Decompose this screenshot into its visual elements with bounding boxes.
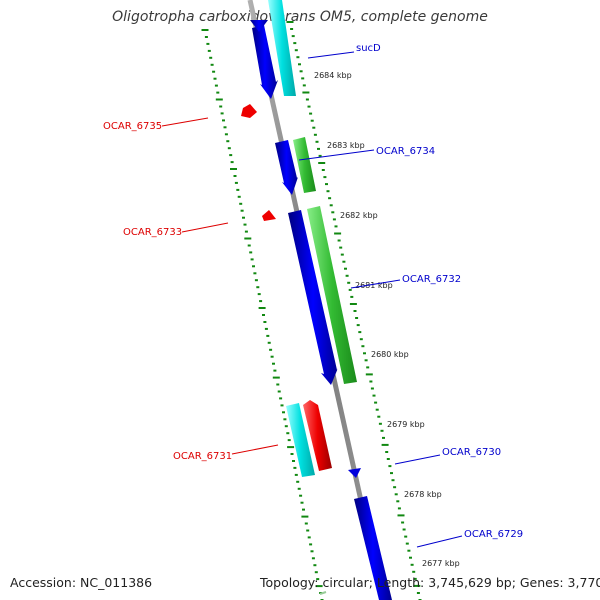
gene-label-ocar-6729[interactable]: OCAR_6729 <box>416 529 523 548</box>
gene-feature-top-arrow <box>250 20 268 32</box>
gene-label-ocar-6734[interactable]: OCAR_6734 <box>298 146 435 161</box>
feature-track <box>241 0 392 600</box>
gene-label-ocar-6733[interactable]: OCAR_6733 <box>123 222 229 238</box>
gene-feature-ocar-6734-green <box>293 137 316 193</box>
gene-feature-ocar-6729 <box>354 496 392 600</box>
gene-label-text: OCAR_6734 <box>376 146 435 157</box>
gene-label-text: OCAR_6730 <box>442 447 501 458</box>
gene-label-sucd[interactable]: sucD <box>307 43 381 59</box>
tick-label: 2684 kbp <box>314 71 352 80</box>
gene-feature-ocar-6731-cyan <box>286 403 315 477</box>
tick-label: 2678 kbp <box>404 490 442 499</box>
tick-labels: 2684 kbp 2683 kbp 2682 kbp 2681 kbp 2680… <box>314 71 460 568</box>
gene-feature-ocar-6735 <box>241 104 257 118</box>
tick-ring-left <box>201 29 324 600</box>
tick-label: 2683 kbp <box>327 141 365 150</box>
gene-feature-ocar-6733 <box>262 210 276 221</box>
genome-title: Oligotropha carboxidovorans OM5, complet… <box>112 9 488 25</box>
gene-label-ocar-6735[interactable]: OCAR_6735 <box>103 117 209 132</box>
gene-feature-ocar-6734-blue <box>275 140 298 195</box>
accession-text: Accession: NC_011386 <box>10 575 153 590</box>
gene-label-text: OCAR_6735 <box>103 121 162 132</box>
genome-summary-text: Topology: circular; Length: 3,745,629 bp… <box>260 575 600 590</box>
gene-label-text: OCAR_6732 <box>402 274 461 285</box>
tick-ring-right <box>286 21 422 600</box>
tick-label: 2679 kbp <box>387 420 425 429</box>
tick-label: 2682 kbp <box>340 211 378 220</box>
gene-label-ocar-6731[interactable]: OCAR_6731 <box>173 444 279 462</box>
gene-feature-ocar-6731-red <box>303 400 332 471</box>
gene-label-text: OCAR_6733 <box>123 227 182 238</box>
tick-label: 2680 kbp <box>371 350 409 359</box>
gene-feature-sucd-blue <box>252 25 278 99</box>
gene-label-text: OCAR_6729 <box>464 529 523 540</box>
gene-label-ocar-6730[interactable]: OCAR_6730 <box>394 447 501 465</box>
tick-label: 2681 kbp <box>355 281 393 290</box>
gene-feature-sucd-cyan <box>268 0 296 96</box>
bottom-marker <box>319 591 327 595</box>
gene-label-ocar-6732[interactable]: OCAR_6732 <box>350 274 461 289</box>
tick-label: 2677 kbp <box>422 559 460 568</box>
gene-label-text: OCAR_6731 <box>173 451 232 462</box>
gene-label-text: sucD <box>356 43 381 54</box>
gene-feature-ocar-6732-blue <box>288 210 338 385</box>
gene-feature-ocar-6732-green <box>307 206 357 384</box>
gene-feature-ocar-6730 <box>348 468 361 478</box>
